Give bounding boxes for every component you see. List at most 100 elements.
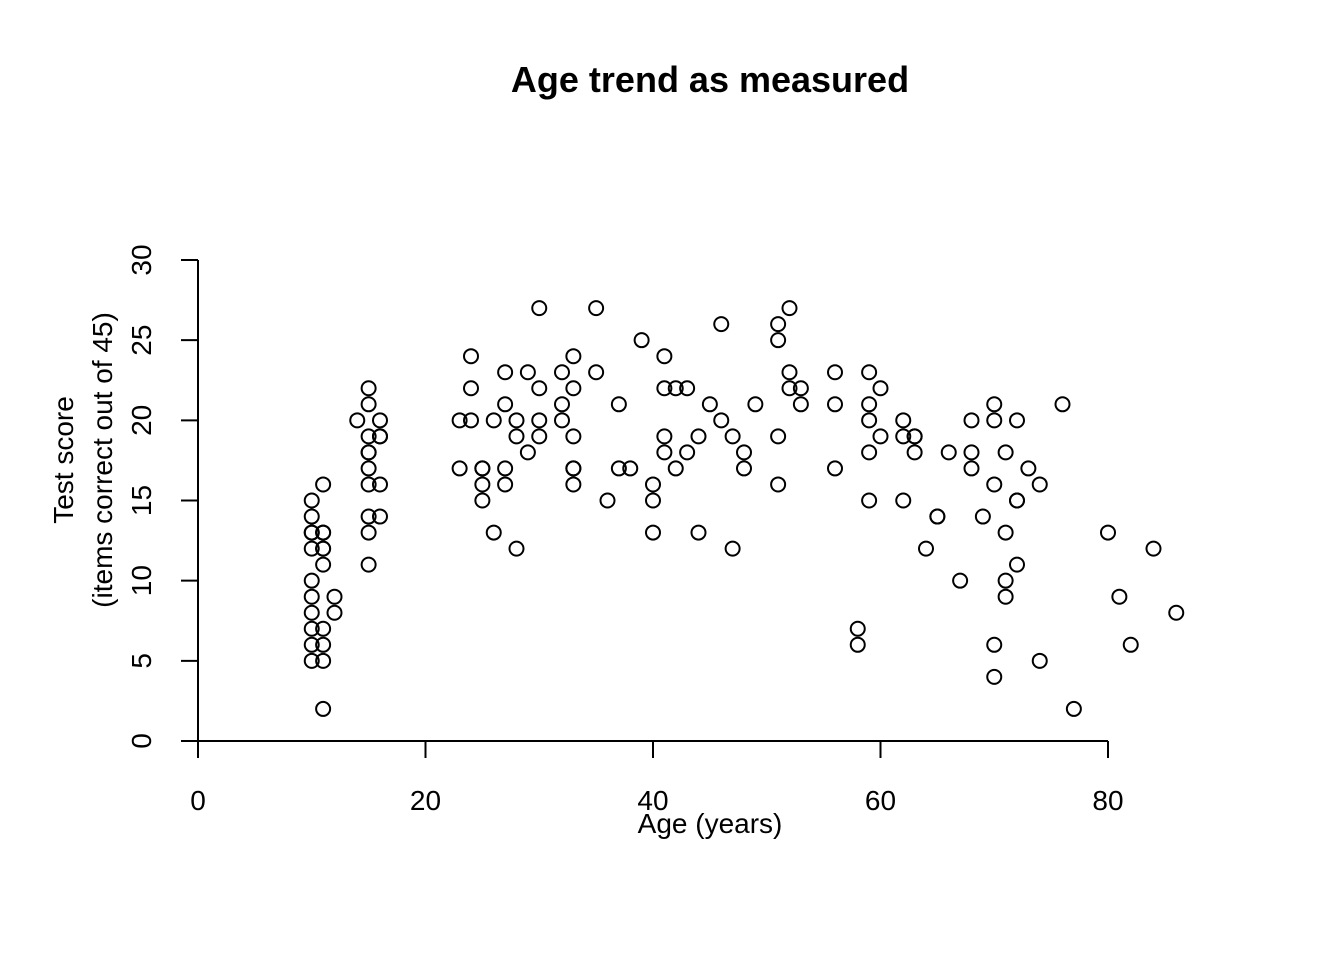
data-point xyxy=(1009,412,1025,429)
data-point xyxy=(952,572,969,589)
data-point xyxy=(372,428,388,445)
data-point xyxy=(861,364,878,381)
data-point xyxy=(531,380,548,397)
x-tick-label: 80 xyxy=(1092,785,1123,816)
data-point xyxy=(1031,652,1048,669)
data-point xyxy=(303,492,320,509)
data-point xyxy=(827,460,843,477)
data-point xyxy=(554,364,570,381)
data-point xyxy=(360,396,377,413)
data-point xyxy=(724,540,741,557)
data-point xyxy=(372,476,388,493)
data-point xyxy=(485,524,502,541)
data-point xyxy=(474,492,491,509)
data-point xyxy=(360,444,377,461)
data-point xyxy=(861,396,878,413)
data-point xyxy=(360,508,377,525)
data-point xyxy=(485,412,502,429)
data-point xyxy=(861,492,878,509)
data-point xyxy=(588,364,605,381)
y-tick-label: 20 xyxy=(126,405,157,436)
data-point xyxy=(531,300,548,317)
data-point xyxy=(656,348,673,365)
data-point xyxy=(622,460,639,477)
data-point xyxy=(1122,636,1139,653)
data-point xyxy=(849,620,866,637)
data-point xyxy=(656,428,673,445)
data-point xyxy=(519,444,536,461)
data-point xyxy=(997,444,1014,461)
data-point xyxy=(531,412,548,429)
data-point xyxy=(1020,460,1037,477)
data-point xyxy=(1009,556,1025,573)
data-point xyxy=(1145,540,1162,557)
data-point xyxy=(315,476,332,493)
data-point xyxy=(303,508,320,525)
data-point xyxy=(315,524,332,541)
data-point xyxy=(747,396,764,413)
data-point xyxy=(1065,700,1082,717)
data-point xyxy=(565,460,582,477)
data-point xyxy=(690,524,707,541)
data-point xyxy=(781,364,798,381)
data-point xyxy=(997,524,1014,541)
x-axis-label: Age (years) xyxy=(638,808,783,839)
data-point xyxy=(360,380,377,397)
y-axis: 0 5 10 15 20 25 30 xyxy=(126,244,199,749)
data-point xyxy=(303,588,320,605)
data-point xyxy=(554,412,570,429)
data-point xyxy=(360,556,377,573)
data-point xyxy=(656,444,673,461)
data-point xyxy=(940,444,957,461)
data-point xyxy=(849,636,866,653)
data-point xyxy=(497,364,514,381)
data-point xyxy=(792,380,809,397)
y-tick-label: 15 xyxy=(126,485,157,516)
data-point xyxy=(508,428,525,445)
data-point xyxy=(895,428,912,445)
data-point xyxy=(360,428,377,445)
data-point xyxy=(827,364,843,381)
data-point xyxy=(565,380,582,397)
data-point xyxy=(986,636,1003,653)
data-point xyxy=(565,428,582,445)
data-point xyxy=(781,380,798,397)
data-point xyxy=(1054,396,1071,413)
data-point xyxy=(326,604,343,621)
data-point xyxy=(360,476,377,493)
data-point xyxy=(303,652,320,669)
data-point xyxy=(861,444,878,461)
data-point xyxy=(645,524,661,541)
data-point xyxy=(326,588,343,605)
data-point xyxy=(713,412,730,429)
data-point xyxy=(519,364,536,381)
data-point xyxy=(1100,524,1116,541)
x-tick-label: 20 xyxy=(410,785,441,816)
y-axis-label-line-1: Test score xyxy=(48,396,79,524)
x-tick-label: 0 xyxy=(190,785,206,816)
data-point xyxy=(303,572,320,589)
scatter-points xyxy=(303,300,1185,717)
data-point xyxy=(690,428,707,445)
data-point xyxy=(997,588,1014,605)
data-point xyxy=(554,396,570,413)
data-point xyxy=(463,412,479,429)
data-point xyxy=(918,540,934,557)
data-point xyxy=(963,412,980,429)
data-point xyxy=(463,380,479,397)
data-point xyxy=(929,508,946,525)
data-point xyxy=(497,476,514,493)
data-point xyxy=(679,380,696,397)
data-point xyxy=(315,636,332,653)
data-point xyxy=(599,492,616,509)
data-point xyxy=(974,508,991,525)
data-point xyxy=(565,476,582,493)
data-point xyxy=(701,396,718,413)
data-point xyxy=(679,444,696,461)
data-point xyxy=(474,476,491,493)
data-point xyxy=(997,572,1014,589)
data-point xyxy=(656,380,673,397)
data-point xyxy=(451,412,468,429)
data-point xyxy=(497,396,514,413)
